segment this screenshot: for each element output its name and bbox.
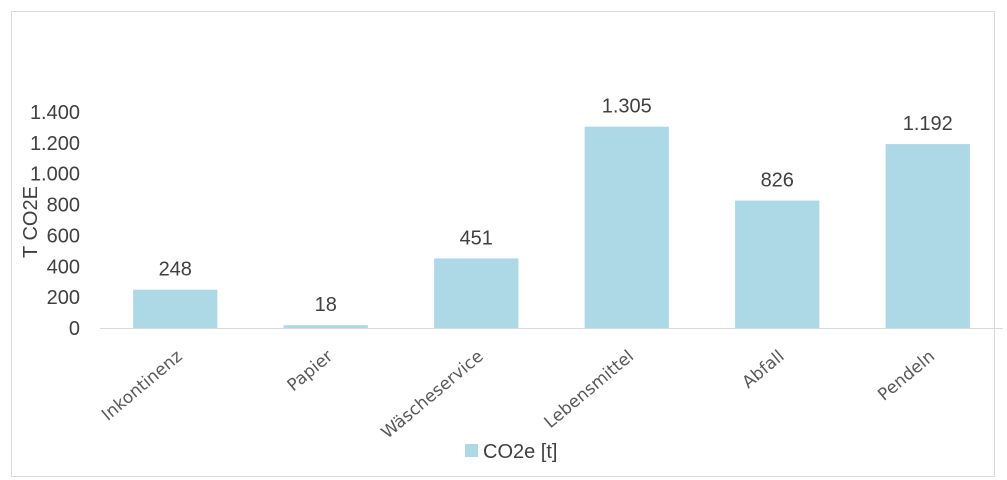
bar-abfall xyxy=(735,200,820,328)
data-label: 248 xyxy=(159,259,192,281)
x-tick-label: Lebensmittel xyxy=(541,347,638,433)
y-tick-label: 1.000 xyxy=(30,164,80,186)
data-label: 1.192 xyxy=(903,113,953,135)
data-label: 1.305 xyxy=(602,96,652,118)
data-labels: 248 18 451 1.305 826 1.192 xyxy=(159,96,953,317)
y-tick-label: 400 xyxy=(47,256,80,278)
y-tick-label: 600 xyxy=(47,225,80,247)
bar-papier xyxy=(283,325,368,328)
x-axis-categories: Inkontinenz Papier Wäscheservice Lebensmitt… xyxy=(98,346,939,443)
y-tick-label: 1.200 xyxy=(30,133,80,155)
bar-inkontinenz xyxy=(133,289,218,328)
legend-swatch xyxy=(465,444,478,457)
data-label: 451 xyxy=(460,227,493,249)
y-tick-label: 1.400 xyxy=(30,102,80,124)
y-tick-label: 0 xyxy=(69,318,80,340)
y-axis-title: T CO2E xyxy=(20,186,42,258)
bars xyxy=(133,126,970,329)
chart-area xyxy=(11,11,995,477)
bar-wäscheservice xyxy=(434,258,519,328)
data-label: 826 xyxy=(761,170,794,192)
y-tick-label: 200 xyxy=(47,287,80,309)
legend-label: CO2e [t] xyxy=(483,441,557,463)
x-tick-label: Inkontinenz xyxy=(98,346,186,425)
x-tick-label: Wäscheservice xyxy=(378,347,488,444)
x-tick-label: Papier xyxy=(284,347,337,396)
y-tick-label: 800 xyxy=(47,195,80,217)
data-label: 18 xyxy=(315,294,337,316)
bar-pendeln xyxy=(885,144,970,328)
x-tick-label: Pendeln xyxy=(874,347,939,406)
x-tick-label: Abfall xyxy=(739,347,789,393)
bar-lebensmittel xyxy=(584,126,669,329)
y-axis-ticks: 0 200 400 600 800 1.000 1.200 1.400 xyxy=(30,102,80,340)
legend: CO2e [t] xyxy=(465,441,557,463)
